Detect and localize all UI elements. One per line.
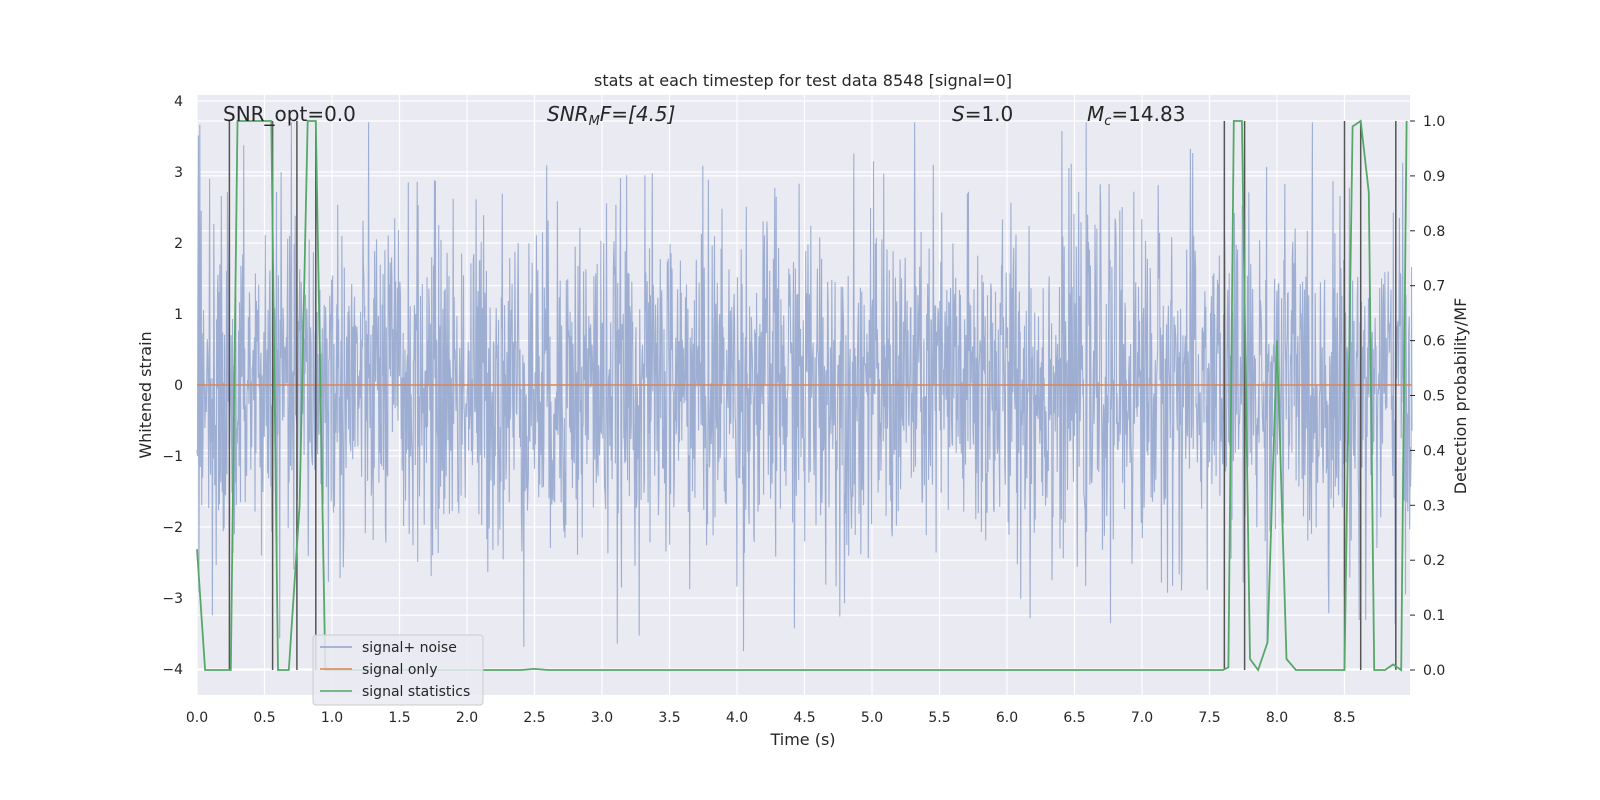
x-tick-label: 1.5 [388,710,410,726]
overlay-lines [196,119,1412,672]
y-tick-label: −2 [162,520,183,536]
annotation-snr-mf: SNRMF=[4.5] [547,102,675,129]
y-tick-label: 3 [174,165,183,181]
chart-title: stats at each timestep for test data 854… [594,71,1012,90]
y2-tick-label: 0.6 [1423,334,1445,350]
y2-tick-label: 0.4 [1423,443,1445,459]
x-tick-label: 4.0 [726,710,748,726]
y2-axis-label: Detection probability/MF [1451,298,1470,495]
y-tick-label: 4 [174,94,183,110]
x-tick-label: 0.0 [186,710,208,726]
annotation-mc-sub: c [1104,114,1111,129]
y-tick-label: −3 [162,591,183,607]
y-tick-label: 1 [174,307,183,323]
legend-label-stats: signal statistics [362,684,470,700]
legend: signal+ noise signal only signal statist… [312,634,484,706]
legend-label-signal: signal only [362,662,437,678]
x-tick-label: 8.0 [1266,710,1288,726]
x-axis-label: Time (s) [769,730,835,749]
annotation-snr-opt: SNR_opt=0.0 [223,102,356,126]
x-tick-label: 1.0 [321,710,343,726]
annotation-mc: Mc=14.83 [1087,102,1185,129]
ticks: 0.0 0.5 1.0 1.5 2.0 2.5 3.0 3.5 4.0 4.5 5.0 5.5 6.0 6… [162,94,1445,726]
x-tick-label: 2.5 [523,710,545,726]
y-axis-label: Whitened strain [136,331,155,458]
y2-tick-label: 0.2 [1423,553,1445,569]
annotation-s-main: S [952,102,965,126]
y-tick-label: −1 [162,449,183,465]
annotation-mc-rest: =14.83 [1111,102,1185,126]
legend-label-noise: signal+ noise [362,640,457,656]
y2-tick-label: 1.0 [1423,114,1445,130]
series-signal-noise-line [196,122,1413,652]
annotation-s: S=1.0 [952,102,1013,126]
x-tick-label: 2.0 [456,710,478,726]
x-tick-label: 5.5 [928,710,950,726]
y2-tick-label: 0.0 [1423,663,1445,679]
y2-tick-label: 0.1 [1423,608,1445,624]
y2-tick-label: 0.7 [1423,279,1445,295]
y-tick-label: 2 [174,236,183,252]
x-tick-label: 7.0 [1131,710,1153,726]
y2-tick-label: 0.8 [1423,224,1445,240]
x-tick-label: 5.0 [861,710,883,726]
legend-box [312,634,484,706]
x-tick-label: 6.5 [1063,710,1085,726]
x-tick-label: 3.0 [591,710,613,726]
signal-noise-series [196,122,1413,652]
x-tick-label: 7.5 [1198,710,1220,726]
y2-tick-label: 0.9 [1423,169,1445,185]
annotation-s-rest: =1.0 [965,102,1014,126]
x-tick-label: 3.5 [658,710,680,726]
y-tick-label: 0 [174,378,183,394]
x-tick-label: 4.5 [793,710,815,726]
series-signal-statistics-line [196,119,1408,672]
y2-tick-label: 0.5 [1423,389,1445,405]
x-tick-label: 6.0 [996,710,1018,726]
y2-tick-label: 0.3 [1423,498,1445,514]
x-tick-label: 0.5 [253,710,275,726]
annotation-mc-main: M [1087,102,1104,126]
x-tick-label: 8.5 [1333,710,1355,726]
annotation-snr-mf-sub: M [589,114,600,129]
annotation-snr-mf-main: SNR [547,102,589,126]
annotation-snr-mf-rest: F=[4.5] [600,102,676,126]
y-tick-label: −4 [162,662,183,678]
